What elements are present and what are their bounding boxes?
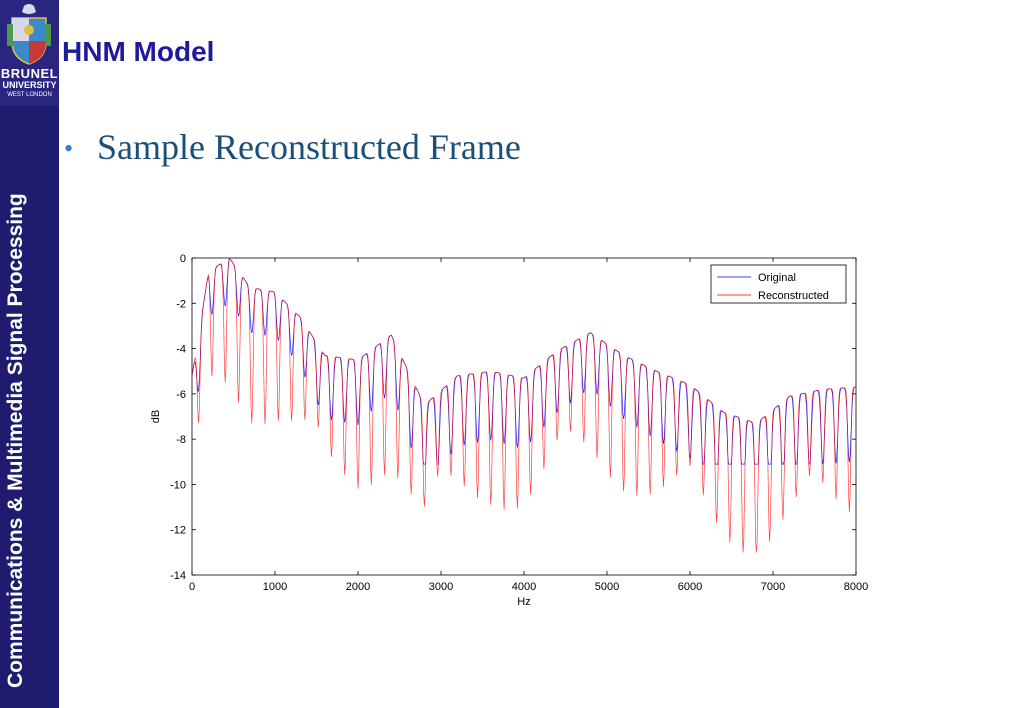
x-tick-label: 4000 — [512, 581, 536, 593]
y-tick-label: -4 — [176, 344, 186, 356]
x-tick-label: 7000 — [761, 581, 785, 593]
y-tick-label: -14 — [170, 570, 186, 582]
logo-line-1: BRUNEL — [0, 66, 59, 81]
x-tick-label: 3000 — [429, 581, 453, 593]
y-axis-label: dB — [150, 410, 162, 423]
x-axis-label: Hz — [517, 596, 530, 608]
x-tick-label: 6000 — [678, 581, 702, 593]
x-tick-label: 5000 — [595, 581, 619, 593]
university-crest-icon — [7, 4, 51, 65]
logo-wordmark: BRUNEL UNIVERSITY WEST LONDON — [0, 67, 59, 98]
x-tick-label: 8000 — [844, 581, 868, 593]
y-tick-label: -8 — [176, 434, 186, 446]
brunel-logo: BRUNEL UNIVERSITY WEST LONDON — [0, 0, 59, 106]
legend-label-original: Original — [758, 272, 796, 284]
y-tick-label: -2 — [176, 298, 186, 310]
legend-box — [710, 264, 847, 304]
sidebar-vertical-title: Communications & Multimedia Signal Proce… — [4, 193, 27, 688]
sidebar-band: BRUNEL UNIVERSITY WEST LONDON Communicat… — [0, 0, 59, 708]
series-line-reconstructed — [191, 258, 856, 553]
bullet-text: Sample Reconstructed Frame — [97, 127, 521, 167]
logo-line-2: UNIVERSITY — [2, 80, 57, 90]
plot-area — [191, 257, 857, 576]
bullet-icon: • — [64, 134, 74, 163]
legend-label-reconstructed: Reconstructed — [758, 290, 829, 302]
y-tick-label: -12 — [170, 525, 186, 537]
logo-line-3: WEST LONDON — [7, 92, 52, 98]
x-tick-label: 2000 — [346, 581, 370, 593]
spectrum-chart: 0 1000 2000 3000 4000 5000 6000 7000 8000 0 -2 -4 -6… — [150, 253, 868, 608]
x-tick-label: 1000 — [263, 581, 287, 593]
y-tick-label: -10 — [170, 479, 186, 491]
y-tick-label: -6 — [176, 389, 186, 401]
y-tick-label: 0 — [180, 253, 186, 265]
x-tick-label: 0 — [189, 581, 195, 593]
slide-title: HNM Model — [62, 36, 215, 67]
